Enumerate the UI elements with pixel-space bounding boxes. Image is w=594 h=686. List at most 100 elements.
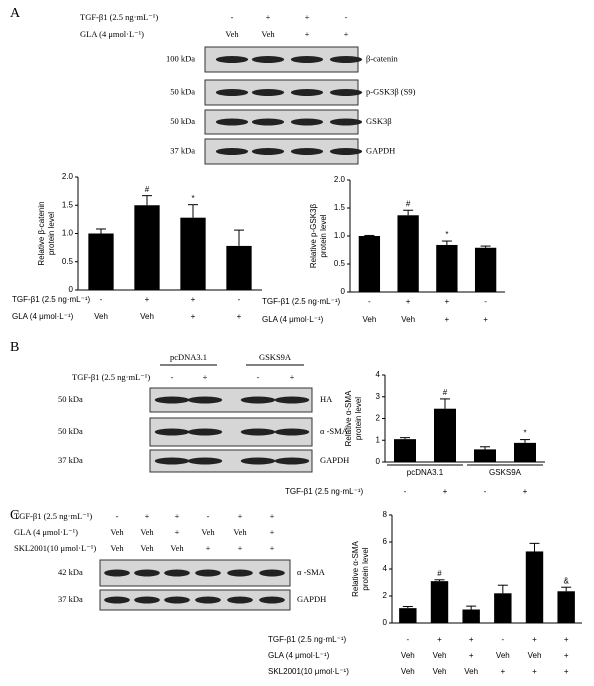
band: [329, 56, 363, 63]
y-tick-label: 2: [383, 591, 388, 600]
condition-value: +: [145, 511, 150, 521]
band: [240, 428, 276, 436]
y-tick-label: 2.0: [334, 175, 346, 184]
condition-value: Veh: [225, 29, 239, 39]
y-tick-label: 1.0: [62, 229, 74, 238]
band: [104, 596, 130, 604]
band: [154, 428, 190, 436]
bar: [557, 591, 575, 623]
condition-value: +: [437, 635, 442, 644]
panel-label: C: [10, 508, 19, 523]
condition-value: Veh: [170, 543, 184, 553]
bar: [474, 247, 497, 292]
y-tick-label: 0: [341, 287, 346, 296]
band: [187, 396, 223, 404]
condition-label: SKL2001(10 μmol·L⁻¹): [268, 667, 349, 676]
bar: [88, 233, 114, 290]
condition-value: Veh: [94, 312, 108, 321]
condition-value: -: [501, 635, 504, 644]
condition-value: +: [344, 29, 349, 39]
y-axis-label: Relative α-SMA: [344, 390, 353, 446]
condition-value: +: [443, 487, 448, 496]
condition-value: -: [207, 511, 210, 521]
condition-value: +: [564, 667, 569, 676]
bar: [134, 205, 160, 290]
y-tick-label: 0.5: [62, 257, 74, 266]
condition-value: Veh: [362, 315, 376, 324]
condition-value: +: [266, 12, 271, 22]
band: [215, 118, 249, 126]
band-size: 37 kDa: [58, 455, 83, 465]
condition-value: +: [532, 635, 537, 644]
condition-value: -: [368, 297, 371, 306]
band-name: GSK3β: [366, 116, 392, 126]
condition-value: +: [523, 487, 528, 496]
condition-value: +: [270, 543, 275, 553]
band: [134, 596, 160, 604]
condition-value: Veh: [433, 667, 447, 676]
band: [251, 148, 285, 155]
y-tick-label: 1: [376, 435, 381, 444]
band: [164, 569, 190, 577]
band-size: 37 kDa: [58, 594, 83, 604]
significance-mark: *: [445, 230, 448, 239]
bar: [514, 442, 536, 462]
y-tick-label: 2.0: [62, 172, 74, 181]
condition-value: +: [191, 295, 196, 304]
band-name: β-catenin: [366, 53, 398, 63]
panel-label: A: [10, 6, 21, 21]
band: [290, 56, 324, 63]
y-tick-label: 0: [69, 285, 74, 294]
band: [134, 569, 160, 577]
blot-box: [149, 449, 313, 473]
band: [274, 428, 310, 436]
band-size: 50 kDa: [170, 116, 195, 126]
condition-value: -: [484, 297, 487, 306]
condition-value: +: [238, 543, 243, 553]
y-tick-label: 3: [376, 392, 381, 401]
condition-value: Veh: [140, 543, 154, 553]
band: [154, 396, 190, 404]
condition-value: -: [345, 12, 348, 22]
condition-value: +: [469, 651, 474, 660]
condition-value: +: [191, 312, 196, 321]
band: [215, 148, 249, 155]
condition-value: +: [406, 297, 411, 306]
band-size: 42 kDa: [58, 567, 83, 577]
condition-value: -: [257, 372, 260, 382]
condition-value: +: [175, 511, 180, 521]
band: [274, 396, 310, 404]
band-name: α -SMA: [297, 567, 326, 577]
band: [251, 118, 285, 126]
y-axis-label: Relative α-SMA: [351, 540, 360, 596]
condition-label: GLA (4 μmol·L⁻¹): [12, 312, 74, 321]
condition-value: Veh: [401, 667, 415, 676]
blot-box: [99, 559, 291, 587]
condition-value: Veh: [201, 527, 215, 537]
band: [274, 457, 310, 465]
condition-value: Veh: [401, 315, 415, 324]
band: [329, 89, 363, 96]
condition-value: Veh: [140, 527, 154, 537]
y-tick-label: 0: [383, 618, 388, 627]
condition-label: GLA (4 μmol·L⁻¹): [268, 651, 330, 660]
band: [187, 457, 223, 465]
y-axis-label: Relative β-catenin: [37, 201, 46, 265]
bar: [226, 245, 252, 290]
band-size: 50 kDa: [58, 394, 83, 404]
band-name: α -SMA: [320, 426, 349, 436]
band: [195, 596, 221, 604]
significance-mark: #: [437, 569, 442, 578]
bar: [399, 608, 417, 623]
condition-value: +: [564, 651, 569, 660]
bar: [434, 408, 456, 462]
panel-label: B: [10, 340, 19, 355]
condition-label: TGF-β1 (2.5 ng·mL⁻¹): [14, 511, 92, 521]
significance-mark: #: [406, 199, 411, 208]
group-label: GSKS9A: [259, 352, 292, 362]
group-label: pcDNA3.1: [170, 352, 207, 362]
group-label: GSKS9A: [489, 468, 522, 477]
band: [251, 56, 285, 63]
band: [290, 118, 324, 126]
condition-value: +: [203, 372, 208, 382]
